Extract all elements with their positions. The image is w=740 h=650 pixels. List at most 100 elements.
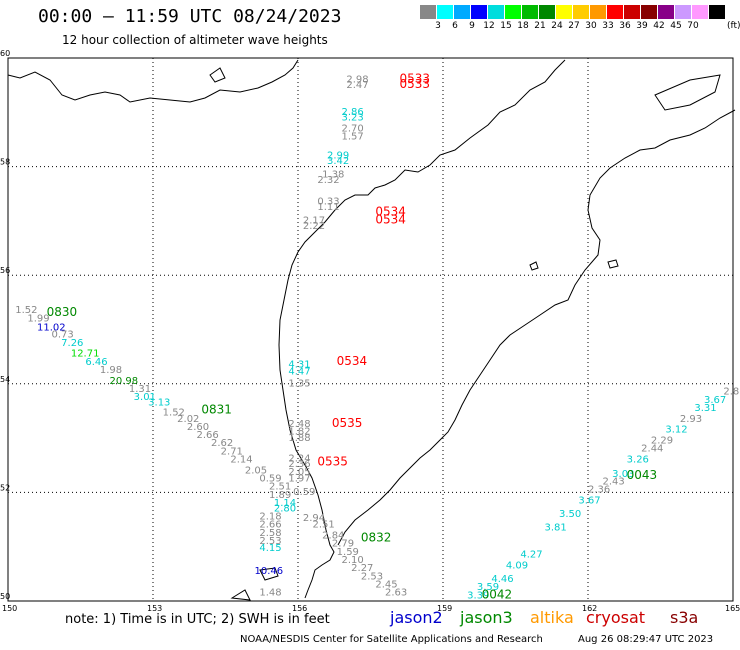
wave-height-value: 3.39 — [467, 590, 489, 601]
wave-height-value: 3.12 — [665, 425, 687, 436]
legend-swatch — [658, 5, 674, 19]
legend-level: 18 — [517, 21, 529, 31]
latitude-label: 58 — [0, 158, 10, 167]
kamchatka-east-coastline — [337, 109, 736, 546]
legend-level: 6 — [452, 21, 458, 31]
legend-level: 39 — [636, 21, 648, 31]
longitude-label: 150 — [2, 604, 17, 613]
legend-swatch — [692, 5, 708, 19]
wave-height-value: 3.67 — [578, 495, 600, 506]
wave-height-value: 2.53 — [361, 571, 383, 582]
wave-height-value: 1.88 — [288, 433, 310, 444]
graticule — [8, 58, 733, 601]
wave-height-value: 1.99 — [27, 313, 49, 324]
wave-height-value: 2.60 — [187, 422, 209, 433]
wave-height-value: 4.31 — [288, 360, 310, 371]
wave-height-value: 2.45 — [375, 579, 397, 590]
legend-swatch — [488, 5, 504, 19]
wave-height-value: 2.80 — [274, 503, 296, 514]
legend-level: 36 — [619, 21, 631, 31]
wave-height-value: 2.10 — [342, 555, 364, 566]
pass-time-label: 0042 — [482, 587, 513, 601]
wave-height-value: 2.18 — [259, 512, 281, 523]
legend-swatch — [675, 5, 691, 19]
legend-level: 15 — [500, 21, 512, 31]
longitude-label: 153 — [147, 604, 162, 613]
legend-level: 9 — [469, 21, 475, 31]
legend-swatch — [709, 5, 725, 19]
wave-height-value: 3.23 — [342, 112, 364, 123]
wave-height-value: 3.01 — [134, 392, 156, 403]
wave-height-value: 1.52 — [163, 407, 185, 418]
satellite-name: altika — [530, 608, 574, 627]
legend-level: 12 — [483, 21, 495, 31]
wave-height-value: 1.57 — [342, 131, 364, 142]
legend-level: 30 — [585, 21, 597, 31]
wave-height-value: 2.93 — [680, 414, 702, 425]
pass-time-label: 0043 — [627, 468, 658, 482]
wave-height-value: 2.47 — [346, 80, 368, 91]
satellite-name: jason2 — [390, 608, 443, 627]
wave-height-value: 11.02 — [37, 323, 66, 334]
satellite-name: cryosat — [586, 608, 646, 627]
pass-time-label: 0831 — [201, 403, 232, 417]
wave-height-value: 2.17 — [303, 216, 325, 227]
wave-height-value: 3.31 — [694, 403, 716, 414]
wave-height-value: 2.98 — [346, 74, 368, 85]
wave-height-value: 1.59 — [337, 547, 359, 558]
wave-height-value: 1.98 — [100, 365, 122, 376]
island-shape — [230, 589, 251, 601]
island-shape — [259, 567, 279, 581]
wave-height-value: 4.46 — [491, 574, 513, 585]
longitude-label: 156 — [292, 604, 307, 613]
wave-height-value: 0.59 — [293, 487, 315, 498]
pass-time-label: 0534 — [375, 213, 406, 227]
wave-height-value: 2.94 — [303, 513, 325, 524]
wave-height-value: 2.32 — [317, 175, 339, 186]
map-title: 00:00 – 11:59 UTC 08/24/2023 — [38, 6, 342, 27]
wave-height-value: 3.50 — [559, 509, 581, 520]
wave-height-value: 2.79 — [332, 539, 354, 550]
pass-time-label: 0830 — [47, 305, 78, 319]
wave-height-value: 2.71 — [221, 446, 243, 457]
pass-time-label: 0534 — [375, 204, 406, 218]
legend-swatch — [454, 5, 470, 19]
legend-swatch — [539, 5, 555, 19]
wave-height-value: 1.31 — [129, 384, 151, 395]
legend-level: 27 — [568, 21, 580, 31]
wave-height-value: 2.66 — [259, 520, 281, 531]
island-shape — [209, 67, 226, 83]
wave-height-value: 1.52 — [15, 305, 37, 316]
wave-height-value: 2.51 — [313, 520, 335, 531]
wave-height-value: 2.58 — [259, 528, 281, 539]
legend-level: 21 — [534, 21, 546, 31]
legend-level: 45 — [670, 21, 682, 31]
pass-time-label: 0535 — [332, 416, 363, 430]
wave-height-value: 1.11 — [317, 202, 339, 213]
latitude-label: 54 — [0, 375, 10, 384]
wave-height-value: 2.84 — [322, 531, 344, 542]
wave-height-value: 3.13 — [148, 398, 170, 409]
pass-time-label: 0832 — [361, 530, 392, 544]
wave-height-value: 1.97 — [288, 474, 310, 485]
legend-unit: (ft) — [727, 21, 740, 31]
credit-line: NOAA/NESDIS Center for Satellite Applica… — [240, 634, 543, 645]
wave-height-value: 2.05 — [245, 465, 267, 476]
legend-level: 24 — [551, 21, 563, 31]
pass-time-labels: 0533053305340534053405350535083008310832… — [47, 71, 658, 601]
legend-swatch — [471, 5, 487, 19]
legend-swatch — [505, 5, 521, 19]
wave-height-value: 2.05 — [288, 467, 310, 478]
wave-height-value: 2.51 — [269, 482, 291, 493]
legend-swatch — [590, 5, 606, 19]
wave-height-value: 4.27 — [520, 550, 542, 561]
wave-height-value: 2.29 — [651, 436, 673, 447]
wave-height-value: 2.44 — [641, 444, 663, 455]
magadan-coastline — [7, 59, 299, 103]
wave-height-value: 4.47 — [288, 367, 310, 378]
wave-height-value: 2.48 — [288, 419, 310, 430]
wave-height-labels: 2.982.47 2.863.232.701.57 2.993.42 1.382.32… — [15, 74, 739, 601]
wave-height-value: 2.70 — [342, 123, 364, 134]
wave-height-value: 3.03 — [612, 469, 634, 480]
